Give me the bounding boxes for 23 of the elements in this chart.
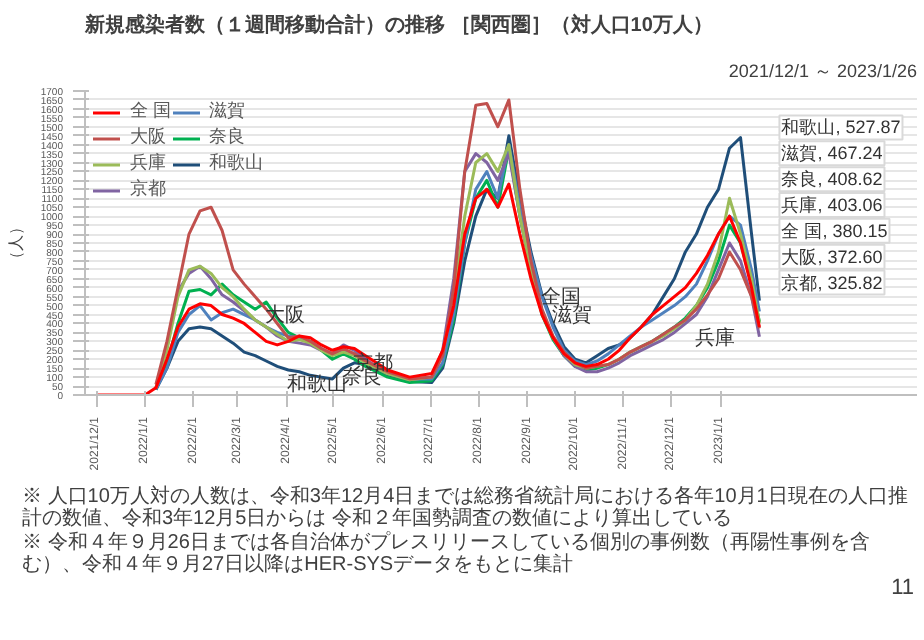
- annotation: 兵庫, 403.06: [781, 195, 883, 215]
- annotation: 京都, 325.82: [781, 272, 883, 293]
- annotation: 全 国, 380.15: [781, 220, 888, 241]
- annotation: 和歌山: [287, 372, 348, 397]
- legend-label: 大阪: [130, 124, 168, 150]
- text: 11: [889, 576, 914, 600]
- chart-title: 新規感染者数（１週間移動合計）の推移 ［関西圏］（対人口10万人）: [83, 13, 713, 37]
- chart-subtitle: 2021/12/1 ～ 2023/1/26: [728, 61, 917, 81]
- text: ※ 人口10万人対の人数は、令和3年12月4日までは総務省統計局における各年10月1日現在の人口推計の数値、令和3年12月5日からは 令和２年国勢調査の数値により算出している: [22, 486, 910, 530]
- legend-label: 兵庫: [130, 150, 168, 176]
- annotation: 滋賀, 467.24: [781, 143, 883, 164]
- legend-label: 奈良: [209, 124, 248, 150]
- text: ※ 令和４年９月26日までは各自治体がプレスリリースしている個別の事例数（再陽性事例を含む）、令和４年９月27日以降はHER-SYSデータをもとに集計: [22, 532, 872, 576]
- legend-label: 京都: [130, 176, 168, 202]
- legend-label: 滋賀: [209, 98, 248, 124]
- annotation: 大阪, 372.60: [781, 246, 883, 267]
- legend-label: 和歌山: [209, 150, 264, 176]
- annotation: 滋賀: [551, 302, 592, 327]
- y-axis-title: （人）: [6, 219, 25, 267]
- annotation: 奈良, 408.62: [781, 169, 883, 190]
- annotation: 和歌山, 527.87: [781, 117, 901, 138]
- annotation: 兵庫: [695, 325, 736, 350]
- legend-label: 全 国: [130, 98, 172, 124]
